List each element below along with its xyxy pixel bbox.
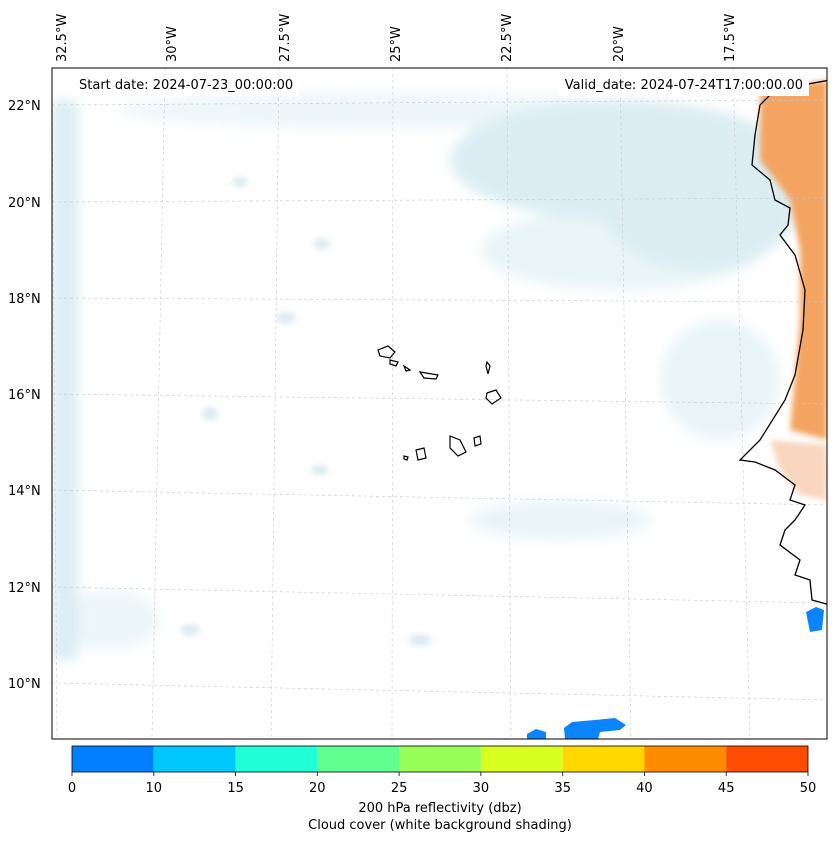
lat-label: 20°N xyxy=(8,196,41,211)
lon-label: 22.5°W xyxy=(500,14,515,62)
colorbar-segment xyxy=(72,746,154,772)
colorbar-tick: 25 xyxy=(391,781,408,796)
colorbar-segment xyxy=(317,746,400,772)
colorbar-segment xyxy=(562,746,645,772)
lon-label: 17.5°W xyxy=(723,14,738,62)
lon-label: 27.5°W xyxy=(278,14,293,62)
colorbar-segment xyxy=(644,746,727,772)
colorbar-tick: 15 xyxy=(227,781,244,796)
colorbar-segment xyxy=(480,746,563,772)
start-date-label: Start date: 2024-07-23_00:00:00 xyxy=(73,76,300,96)
colorbar-segment xyxy=(726,746,808,772)
cape-verde-islands xyxy=(377,345,502,461)
colorbar-label: 200 hPa reflectivity (dbz) xyxy=(358,801,522,816)
lat-label: 12°N xyxy=(8,581,41,596)
colorbar-tick: 30 xyxy=(473,781,490,796)
warm-land-shading xyxy=(760,80,827,500)
longitude-labels: 32.5°W 30°W 27.5°W 25°W 22.5°W 20°W 17.5… xyxy=(55,14,738,62)
colorbar-tick: 50 xyxy=(800,781,817,796)
graticule xyxy=(52,68,827,739)
africa-coastline xyxy=(738,79,827,605)
lon-label: 20°W xyxy=(612,26,627,62)
lat-label: 14°N xyxy=(8,484,41,499)
cloud-cover-shading xyxy=(52,92,800,660)
colorbar: 0 10 15 20 25 30 35 40 45 50 xyxy=(68,745,817,796)
lat-label: 16°N xyxy=(8,388,41,403)
colorbar-segment xyxy=(153,746,236,772)
latitude-labels: 22°N 20°N 18°N 16°N 14°N 12°N 10°N xyxy=(8,99,41,692)
lat-label: 22°N xyxy=(8,99,41,114)
colorbar-tick: 0 xyxy=(68,781,76,796)
colorbar-tick: 45 xyxy=(718,781,735,796)
lon-label: 32.5°W xyxy=(55,14,70,62)
lat-label: 10°N xyxy=(8,677,41,692)
map-frame xyxy=(51,67,828,740)
lon-label: 30°W xyxy=(165,26,180,62)
colorbar-frame xyxy=(71,745,809,773)
lon-label: 25°W xyxy=(389,26,404,62)
colorbar-tick: 10 xyxy=(146,781,163,796)
cloud-cover-specks xyxy=(180,177,432,646)
colorbar-tick: 20 xyxy=(309,781,326,796)
colorbar-sublabel: Cloud cover (white background shading) xyxy=(308,818,572,833)
colorbar-segment xyxy=(235,746,318,772)
valid-date-label: Valid_date: 2024-07-24T17:00:00.00 xyxy=(558,76,809,96)
lat-label: 18°N xyxy=(8,292,41,307)
colorbar-tick: 40 xyxy=(636,781,653,796)
colorbar-tick: 35 xyxy=(554,781,571,796)
reflectivity-patches xyxy=(527,607,824,739)
colorbar-segment xyxy=(399,746,481,772)
